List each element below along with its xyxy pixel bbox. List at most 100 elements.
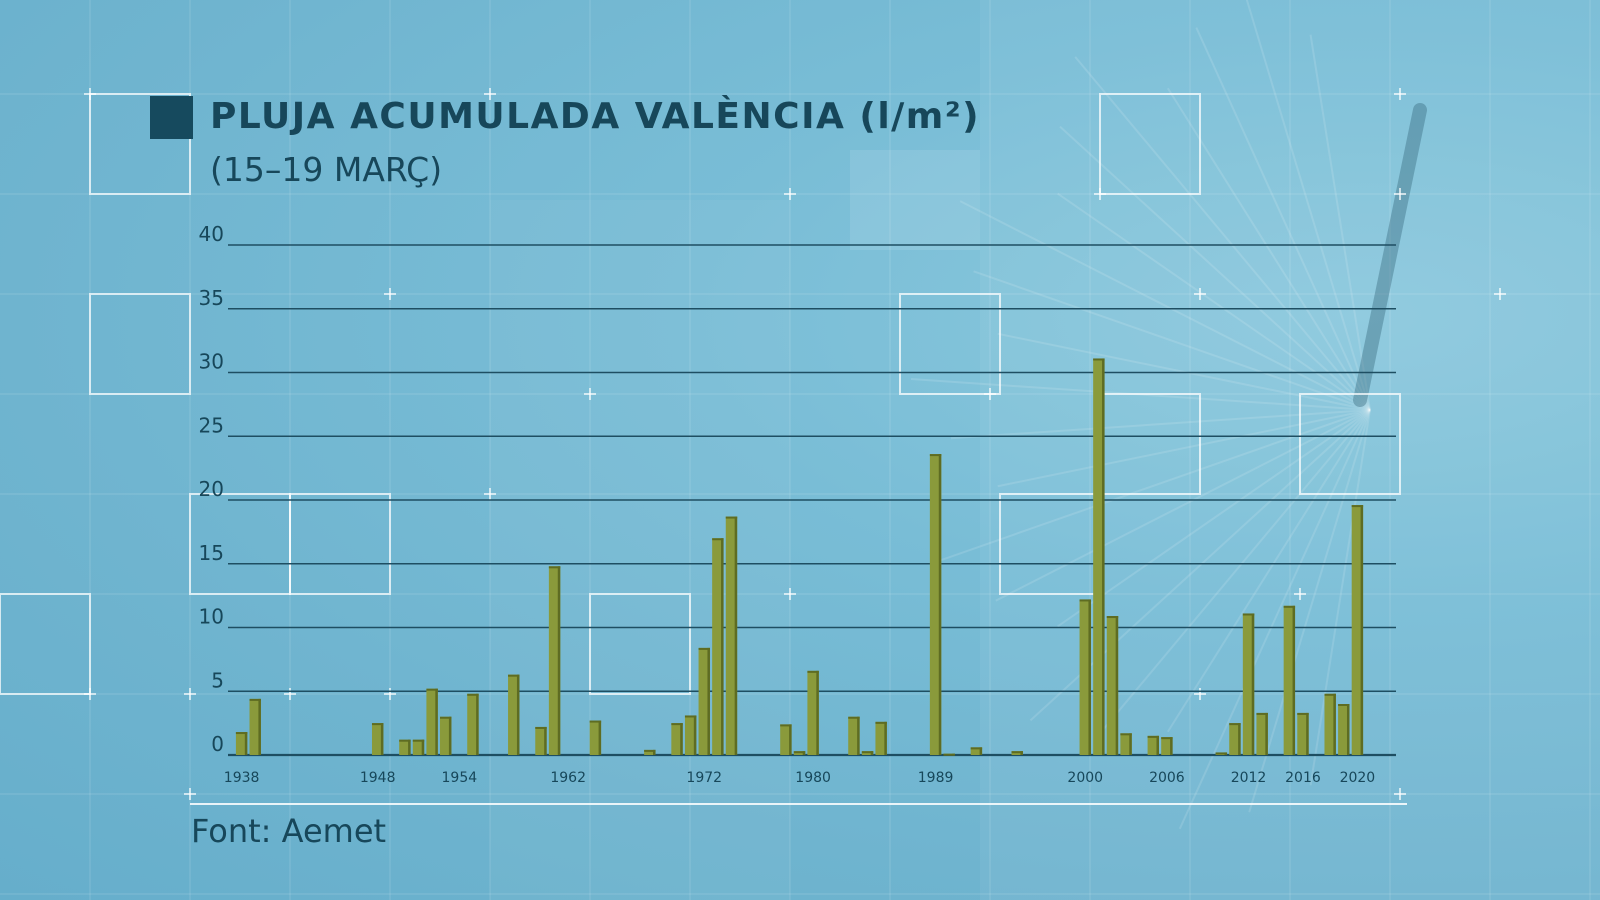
bar-body (235, 732, 248, 755)
bar-body (1147, 735, 1159, 755)
bar-body (1324, 693, 1336, 755)
bar-body (875, 721, 887, 755)
light-ray (1100, 409, 1371, 734)
bar-edge (789, 724, 792, 755)
bar (793, 751, 806, 755)
bar-edge (448, 716, 452, 755)
bar-cap (1147, 735, 1159, 738)
bar-cap (467, 693, 479, 696)
bar-edge (1292, 605, 1296, 755)
light-ray (1178, 409, 1371, 830)
bar-body (671, 723, 683, 755)
bar-body (1297, 712, 1309, 755)
bar (508, 674, 520, 755)
light-ray (1166, 87, 1371, 411)
bar-cap (1297, 712, 1309, 715)
bar (684, 715, 697, 755)
bar-cap (793, 751, 806, 754)
bar-edge (884, 721, 887, 755)
y-tick-label: 25 (199, 413, 224, 437)
x-tick-label: 2020 (1340, 770, 1376, 786)
outline-square (589, 593, 691, 695)
bar-cap (399, 739, 411, 742)
bar-body (970, 747, 983, 755)
bar-body (440, 716, 452, 755)
bar-edge (258, 698, 261, 755)
outline-square (0, 593, 91, 695)
bar-body (399, 739, 411, 755)
bar-edge (1346, 704, 1350, 755)
x-tick-label: 1980 (795, 770, 831, 786)
bar-edge (1088, 599, 1091, 755)
bar (943, 753, 955, 756)
bar-edge (544, 726, 547, 755)
bar-edge (1333, 693, 1336, 755)
x-tick-label: 1954 (442, 770, 478, 786)
bar-edge (1251, 613, 1255, 755)
bar-cap (644, 749, 656, 752)
bar-body (1283, 605, 1296, 755)
bar-edge (1170, 737, 1173, 755)
bar-body (725, 516, 738, 755)
bar (1229, 723, 1241, 755)
bar-edge (476, 693, 479, 755)
light-ray (1309, 409, 1371, 786)
y-tick-label: 5 (211, 668, 224, 692)
x-tick-label: 2012 (1231, 770, 1267, 786)
bar-body (1120, 733, 1132, 755)
bar-cap (371, 723, 384, 726)
bar-body (644, 749, 656, 755)
bar-cap (1120, 733, 1132, 736)
bar-body (467, 693, 479, 755)
bar-edge (721, 538, 724, 755)
bar (1338, 704, 1350, 755)
bar-cap (1351, 505, 1364, 508)
bar (1256, 712, 1268, 755)
bar-body (1351, 505, 1364, 755)
bar (235, 732, 248, 755)
outline-square (1299, 393, 1401, 495)
bar-cap (1256, 712, 1268, 715)
bar-body (1229, 723, 1241, 755)
bar-cap (426, 688, 438, 691)
bar (1106, 616, 1119, 755)
bar-cap (589, 720, 602, 723)
bar (1324, 693, 1336, 755)
bar-body (535, 726, 547, 755)
bar-cap (1324, 693, 1336, 696)
x-tick-label: 2000 (1067, 770, 1103, 786)
bar-cap (440, 716, 452, 719)
bar-edge (816, 670, 819, 755)
bar-body (1242, 613, 1255, 755)
bar-cap (235, 732, 248, 735)
bar-cap (875, 721, 887, 724)
x-tick-label: 2006 (1149, 770, 1185, 786)
y-tick-label: 0 (211, 732, 224, 756)
legend-square (150, 96, 193, 139)
bar-body (1093, 358, 1105, 755)
y-tick-label: 15 (199, 541, 224, 565)
bar-edge (380, 723, 384, 755)
bar-cap (970, 747, 983, 750)
chart-subtitle: (15–19 MARÇ) (210, 150, 443, 189)
bar-body (548, 566, 561, 755)
bar-cap (861, 751, 874, 754)
bar-body (1338, 704, 1350, 755)
x-tick-label: 1989 (918, 770, 954, 786)
bar-edge (979, 747, 983, 755)
bar (1215, 752, 1228, 755)
bar-edge (693, 715, 697, 755)
outline-square (899, 293, 1001, 395)
bar-cap (1215, 752, 1228, 755)
bar-body (426, 688, 438, 755)
y-tick-label: 35 (199, 286, 224, 310)
bar-edge (1156, 735, 1159, 755)
bar-edge (1129, 733, 1132, 755)
y-tick-label: 10 (199, 605, 224, 629)
light-ray (1195, 27, 1371, 411)
outline-square (89, 93, 191, 195)
bar (861, 751, 874, 755)
bar-edge (1238, 723, 1241, 755)
bar-cap (1011, 751, 1023, 754)
